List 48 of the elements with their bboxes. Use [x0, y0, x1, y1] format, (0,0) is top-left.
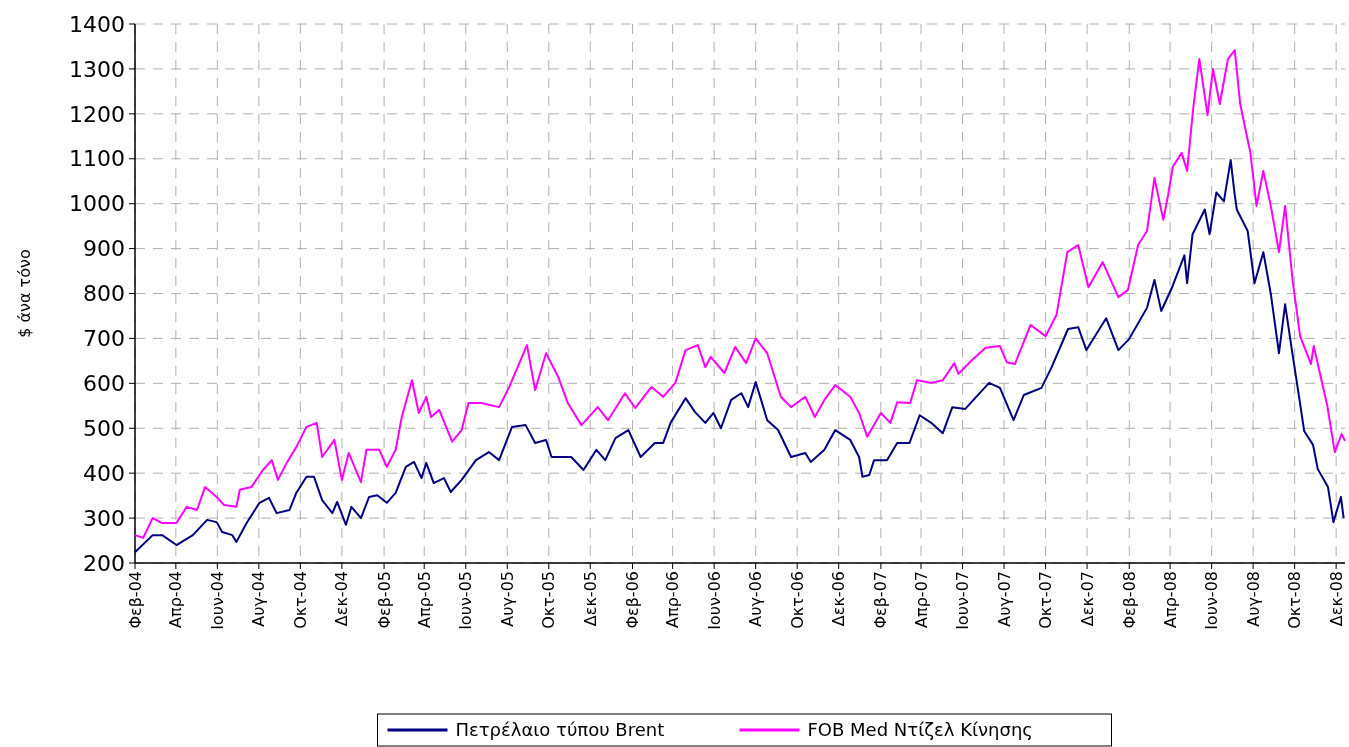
x-tick-label: Ιουν-06 — [704, 571, 724, 630]
x-tick-label: Οκτ-04 — [290, 571, 310, 629]
x-tick-label: Φεβ-05 — [374, 571, 394, 629]
x-tick-label: Αυγ-05 — [497, 571, 517, 627]
x-tick-label: Δεκ-08 — [1326, 571, 1346, 627]
x-tick-label: Απρ-07 — [911, 571, 931, 628]
y-axis-title: $ άνα τόνο — [15, 249, 34, 338]
x-tick-label: Απρ-05 — [414, 571, 434, 628]
y-tick-label: 1300 — [69, 56, 125, 82]
legend-label: Πετρέλαιο τύπου Brent — [455, 719, 665, 741]
y-tick-label: 1100 — [69, 146, 125, 172]
y-tick-label: 600 — [83, 371, 125, 397]
x-tick-label: Φεβ-08 — [1119, 571, 1139, 629]
x-tick-label: Αυγ-06 — [746, 571, 766, 627]
y-tick-label: 800 — [83, 281, 125, 307]
line-series — [134, 159, 1345, 554]
x-tick-label: Ιουν-08 — [1202, 571, 1222, 630]
x-tick-label: Δεκ-05 — [580, 571, 600, 627]
y-tick-label: 300 — [83, 505, 125, 531]
x-tick-label: Αυγ-04 — [249, 571, 269, 627]
y-tick-label: 200 — [83, 550, 125, 576]
x-tick-label: Ιουν-07 — [953, 571, 973, 630]
legend-label: FOB Med Ντίζελ Κίνησης — [807, 719, 1033, 741]
y-tick-label: 900 — [83, 236, 125, 262]
x-tick-label: Δεκ-06 — [829, 571, 849, 627]
y-tick-label: 500 — [83, 415, 125, 441]
y-tick-label: 700 — [83, 326, 125, 352]
line-series — [134, 49, 1346, 539]
x-tick-label: Απρ-06 — [663, 571, 683, 628]
x-tick-label: Ιουν-05 — [456, 571, 476, 630]
y-tick-label: 1400 — [69, 11, 125, 37]
x-tick-label: Ιουν-04 — [207, 571, 227, 630]
x-tick-label: Φεβ-04 — [125, 571, 145, 629]
x-tick-label: Οκτ-06 — [787, 571, 807, 629]
x-tick-label: Οκτ-05 — [539, 571, 559, 629]
x-tick-label: Οκτ-07 — [1036, 571, 1056, 629]
x-tick-label: Δεκ-07 — [1077, 571, 1097, 627]
y-tick-label: 1200 — [69, 101, 125, 127]
y-tick-label: 400 — [83, 460, 125, 486]
x-tick-label: Αυγ-07 — [994, 571, 1014, 627]
x-tick-label: Αυγ-08 — [1243, 571, 1263, 627]
x-tick-label: Φεβ-06 — [623, 571, 643, 629]
x-tick-label: Δεκ-04 — [332, 571, 352, 627]
x-tick-label: Απρ-08 — [1160, 571, 1180, 628]
y-tick-label: 1000 — [69, 191, 125, 217]
x-tick-label: Απρ-04 — [166, 571, 186, 628]
x-tick-label: Οκτ-08 — [1285, 571, 1305, 629]
x-tick-label: Φεβ-07 — [871, 571, 891, 629]
